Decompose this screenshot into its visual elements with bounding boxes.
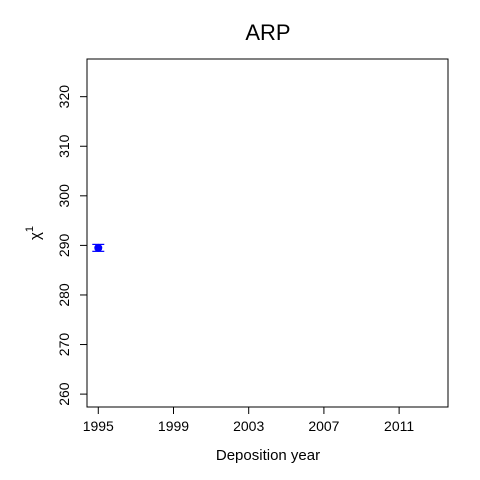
y-axis: 260 270 280 290 300 310 320 <box>56 85 87 406</box>
y-tick-label: 260 <box>56 382 72 406</box>
y-axis-label-symbol: χ <box>27 232 44 240</box>
y-tick-label: 310 <box>56 134 72 158</box>
data-points <box>92 243 105 252</box>
x-axis: 1995 1999 2003 2007 2011 <box>83 407 414 434</box>
data-point <box>94 243 103 252</box>
y-axis-label: χ1 <box>24 226 44 240</box>
x-tick-label: 2003 <box>233 418 264 434</box>
x-axis-label: Deposition year <box>216 447 320 464</box>
plot-frame <box>86 58 449 408</box>
chart-title: ARP <box>245 20 290 45</box>
y-tick-label: 320 <box>56 85 72 109</box>
y-tick-label: 300 <box>56 184 72 208</box>
y-axis-label-superscript: 1 <box>24 226 36 232</box>
x-tick-label: 1999 <box>158 418 189 434</box>
x-tick-label: 2011 <box>384 418 414 434</box>
y-tick-label: 270 <box>56 333 72 357</box>
y-tick-label: 290 <box>56 234 72 258</box>
y-tick-label: 280 <box>56 283 72 307</box>
x-tick-label: 1995 <box>83 418 114 434</box>
x-tick-label: 2007 <box>308 418 339 434</box>
